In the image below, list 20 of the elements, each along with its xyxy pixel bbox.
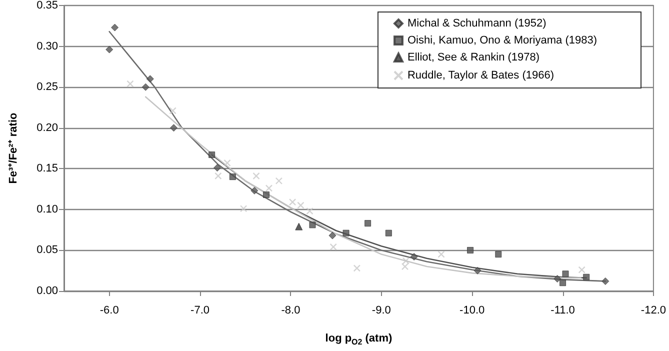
y-tick-label: 0.05	[36, 244, 58, 256]
y-tick-label: 0.25	[36, 81, 58, 94]
y-tick-label: 0.00	[36, 285, 58, 297]
legend-label: Ruddle, Taylor & Bates (1966)	[407, 70, 554, 82]
legend-label: Oishi, Kamuo, Ono & Moriyama (1983)	[407, 34, 598, 46]
x-tick-label: -11.0	[550, 304, 575, 316]
y-tick-label: 0.30	[36, 40, 58, 52]
y-tick-label: 0.35	[36, 0, 58, 12]
y-axis-title: Fe³⁺/Fe²⁺ ratio	[8, 112, 20, 184]
y-tick-label: 0.10	[36, 203, 58, 216]
x-tick-label: -6.0	[100, 304, 119, 316]
x-tick-label: -12.0	[640, 304, 666, 316]
x-tick-label: -7.0	[190, 304, 210, 316]
legend-label: Michal & Schuhmann (1952)	[407, 18, 546, 30]
x-tick-label: -10.0	[460, 304, 485, 316]
legend-label: Elliot, See & Rankin (1978)	[407, 52, 540, 64]
y-tick-label: 0.20	[36, 122, 58, 134]
y-tick-label: 0.15	[36, 162, 58, 175]
x-tick-label: -9.0	[372, 304, 391, 316]
x-tick-label: -8.0	[281, 304, 300, 316]
